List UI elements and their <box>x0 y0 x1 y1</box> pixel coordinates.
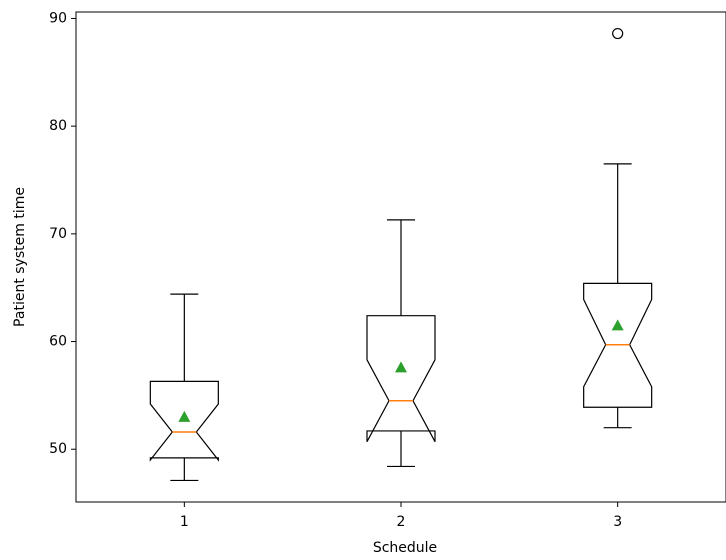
x-axis-label: Schedule <box>373 540 437 556</box>
box <box>366 315 436 442</box>
x-tick-label: 2 <box>397 514 406 530</box>
y-axis-label: Patient system time <box>12 187 28 327</box>
box <box>583 282 653 408</box>
y-tick-label: 80 <box>49 118 67 134</box>
y-tick-label: 50 <box>49 441 67 457</box>
y-tick-label: 70 <box>49 226 67 242</box>
mean-marker <box>611 319 624 331</box>
box <box>149 380 219 462</box>
outlier <box>612 27 624 40</box>
mean-marker <box>178 410 191 422</box>
y-tick-label: 90 <box>49 10 67 26</box>
x-tick-label: 1 <box>180 514 189 530</box>
x-tick-label: 3 <box>613 514 622 530</box>
y-tick-label: 60 <box>49 334 67 350</box>
mean-marker <box>395 361 407 373</box>
